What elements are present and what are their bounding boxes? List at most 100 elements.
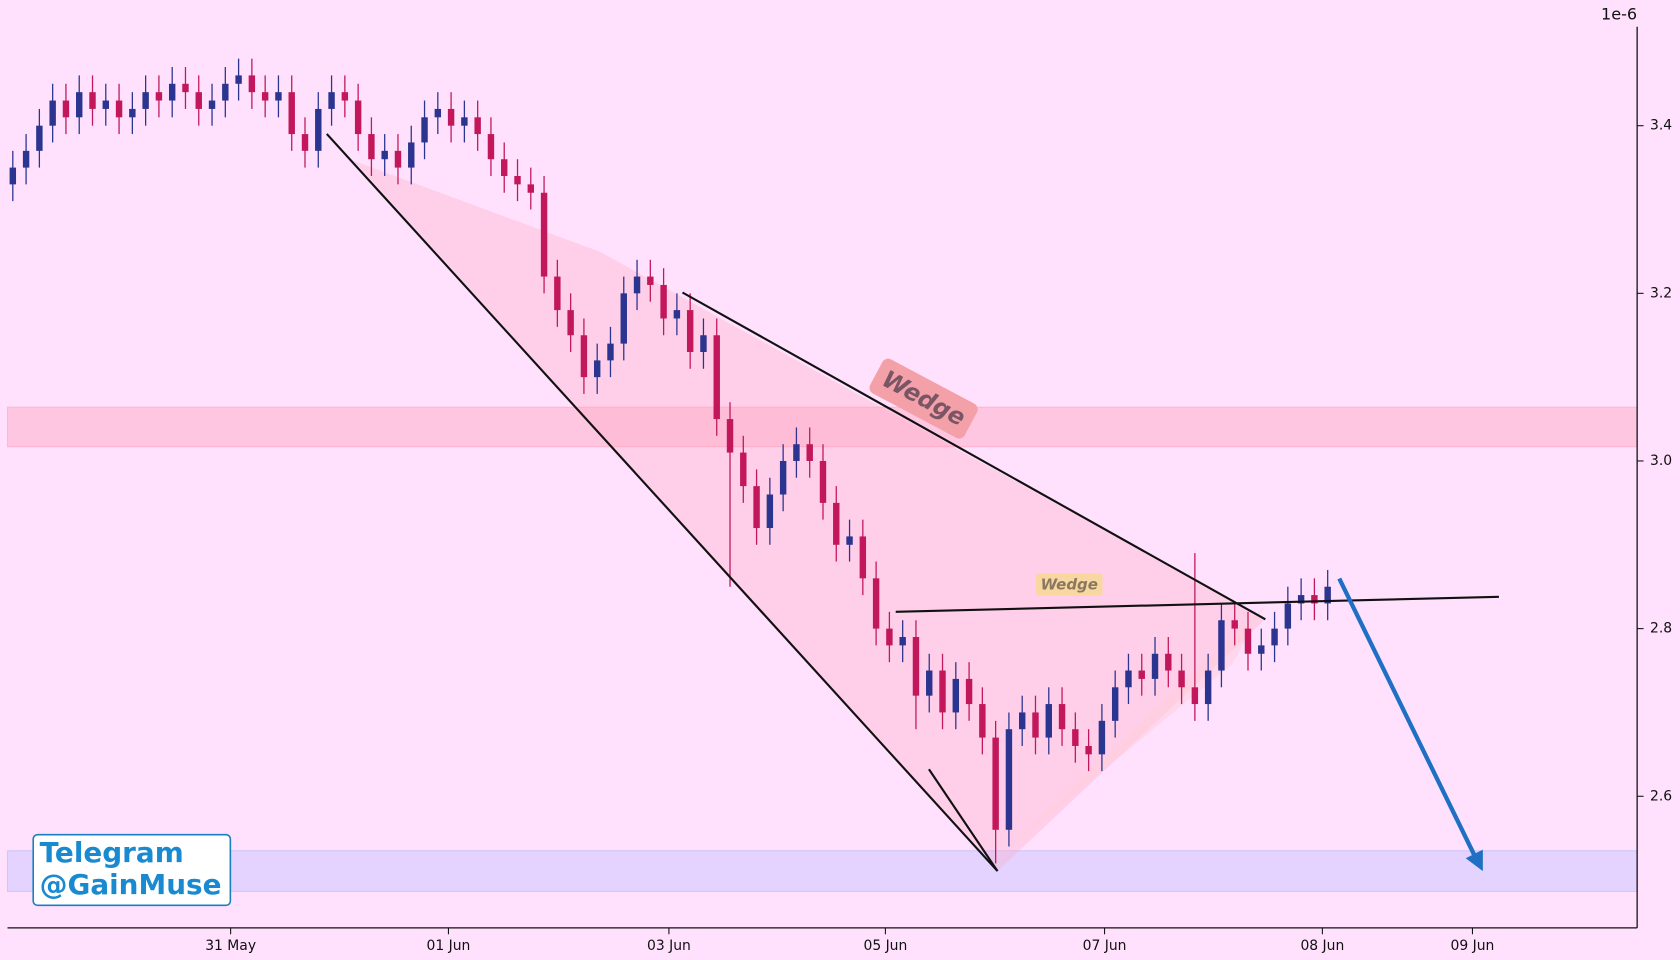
candle-body [168,83,176,101]
candle-body [660,284,667,319]
candle-body [1324,586,1331,604]
candle-body [1058,704,1066,730]
candle-body [673,310,681,319]
candle-body [713,335,720,420]
candle-body [1005,729,1013,830]
candle-body [912,636,920,696]
watermark-text: @GainMuse [40,868,222,901]
candle-body [753,486,760,529]
candle-body [1085,745,1092,755]
candle-body [89,92,96,109]
x-tick-label: 03 Jun [647,938,691,954]
candles [9,58,1331,864]
candle-body [341,92,349,101]
watermark-text: Telegram [40,836,184,869]
candle-body [22,150,30,168]
candle-body [1018,712,1026,730]
candle-body [76,92,83,118]
annotation: Wedge [1041,576,1098,594]
candle-body [408,142,415,168]
candle-body [1165,653,1172,671]
candle-body [1178,670,1185,688]
candle-body [1284,603,1292,629]
candle-body [49,100,56,126]
candle-body [155,92,163,101]
watermark-box [32,833,232,907]
candle-body [593,360,601,378]
candle-body [580,335,588,378]
watermark: Telegram @GainMuse [32,833,232,907]
candle-body [899,636,906,646]
candle-body [222,83,229,101]
candle-body [979,704,986,738]
candle-body [248,75,256,93]
candle-body [1072,729,1079,746]
candle-body [9,167,17,185]
x-tick-label: 05 Jun [863,938,907,954]
y-tick-label: 2.6 [1650,788,1672,804]
candle-body [115,100,123,118]
candle-body [315,108,322,151]
candle-body [421,117,428,143]
candle-body [567,310,574,336]
candle-body [992,737,999,830]
candle-body [1125,670,1132,688]
y-tick-label: 3.2 [1650,285,1672,301]
candle-body [129,108,136,118]
candle-body [62,100,70,118]
candle-body [859,536,867,579]
candle-body [288,92,295,135]
candle-body [195,92,202,109]
candle-body [301,134,309,151]
label-box [1036,573,1103,596]
forecast-arrow [1337,577,1483,872]
candle-body [1311,595,1318,604]
arrow-shaft [1337,577,1477,856]
candle-body [1098,720,1106,755]
candle-body [142,92,149,109]
candle-body [1045,704,1052,738]
x-tick-label: 09 Jun [1451,938,1495,954]
candle-body [1191,687,1199,705]
candle-body [1204,670,1212,705]
candle-body [926,670,933,696]
support-zone [6,850,1638,892]
candle-body [833,502,840,545]
candle-body [447,108,455,126]
candle-body [434,108,442,118]
candle-body [740,452,747,487]
x-tick-label: 01 Jun [427,938,471,954]
candle-body [779,460,787,495]
candle-body [766,494,774,529]
y-offset-label: 1e-6 [1601,5,1637,24]
candle-body [514,175,521,185]
arrow-head [1465,849,1483,872]
candle-body [1244,628,1252,654]
wedge-fill [353,160,1266,872]
candle-body [633,276,641,294]
x-tick-label: 07 Jun [1083,938,1127,954]
candle-body [1231,620,1238,629]
candle-body [1151,653,1159,679]
candle-body [1138,670,1145,679]
candle-body [501,159,508,176]
candle-body [965,678,973,705]
candle-body [1032,712,1039,738]
trend-line [895,595,1499,613]
candle-body [647,276,654,285]
candle-body [527,184,535,193]
candle-body [686,310,694,353]
candle-body [607,343,614,361]
candle-body [275,92,282,101]
candle-body [461,117,468,126]
resistance-zone [6,406,1638,448]
candle-body [540,192,548,277]
candle-body [700,335,707,353]
candle-body [806,444,813,461]
candle-body [102,100,109,109]
candle-body [354,100,362,135]
wedge-label-small: Wedge [1036,573,1103,596]
candle-body [1297,595,1305,604]
candle-body [952,678,960,713]
